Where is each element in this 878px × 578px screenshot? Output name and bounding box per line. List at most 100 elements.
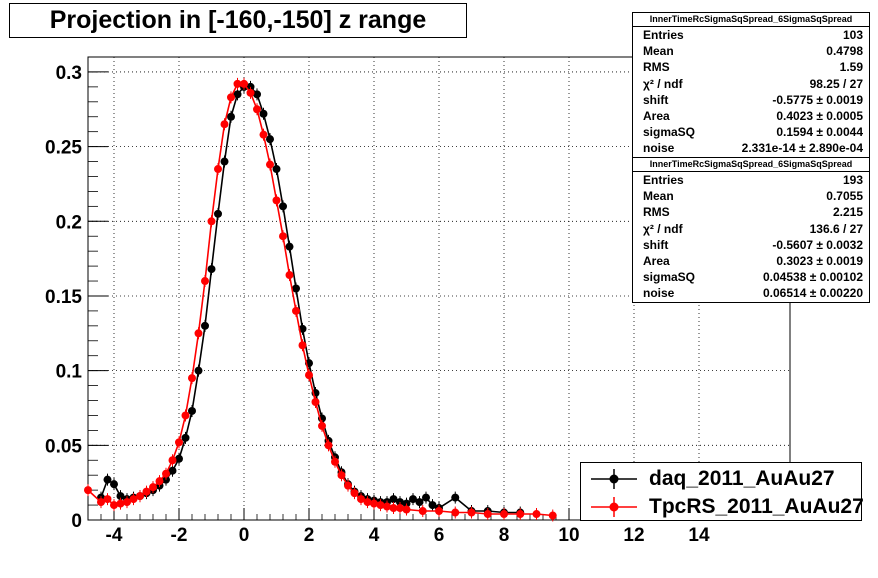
stats-label: sigmaSQ <box>643 270 696 285</box>
axes: -4 -2 0 2 4 6 8 10 12 14 0 0.05 0.1 0.15 0.2 0.25 0.3 <box>45 56 791 546</box>
data-point <box>168 456 177 465</box>
stats-label: shift <box>643 92 669 107</box>
data-point <box>194 329 203 338</box>
stats-value: 2.215 <box>832 205 863 220</box>
data-point <box>84 486 92 495</box>
stats-label: Area <box>643 108 670 123</box>
data-point <box>435 507 443 516</box>
y-tick-label: 0.15 <box>45 287 82 308</box>
stats-row: Entries 193 <box>633 172 869 188</box>
data-point <box>311 398 320 407</box>
data-point <box>201 277 209 286</box>
data-point <box>396 504 404 513</box>
stats-box-daq: InnerTimeRcSigmaSqSpread_6SigmaSqSpread … <box>632 12 870 158</box>
stats-value: 0.4798 <box>826 44 863 59</box>
data-point <box>175 454 183 463</box>
data-point <box>110 480 118 489</box>
data-point <box>116 492 125 501</box>
stats-box-name: InnerTimeRcSigmaSqSpread_6SigmaSqSpread <box>633 158 869 172</box>
x-tick-label: 8 <box>499 525 510 546</box>
data-point <box>467 508 476 517</box>
data-point <box>207 217 216 226</box>
data-point <box>129 495 138 504</box>
data-point <box>344 481 352 490</box>
plot-title: Projection in [-160,-150] z range <box>9 3 467 38</box>
legend-entry-tpcrs: TpcRS_2011_AuAu27 <box>581 493 864 521</box>
data-point <box>103 495 112 504</box>
stats-value: -0.5775 ± 0.0019 <box>772 92 863 107</box>
stats-row: χ² / ndf 136.6 / 27 <box>633 221 869 237</box>
y-tick-label: 0.25 <box>45 138 82 159</box>
stats-value: -0.5607 ± 0.0032 <box>772 237 863 252</box>
x-tick-label: 0 <box>239 525 250 546</box>
data-point <box>350 489 359 498</box>
stats-value: 0.4023 ± 0.0005 <box>776 108 863 123</box>
data-point <box>259 109 268 118</box>
data-point <box>266 160 274 169</box>
data-point <box>188 374 196 383</box>
y-tick-label: 0.1 <box>56 362 83 383</box>
x-tick-label: 6 <box>434 525 445 546</box>
stats-value: 98.25 / 27 <box>809 76 863 91</box>
data-point <box>227 93 235 102</box>
data-point <box>136 492 144 501</box>
stats-rows: Entries 193 Mean 0.7055 RMS 2.215 χ² / ndf 136.… <box>633 172 869 302</box>
data-point <box>188 406 196 415</box>
stats-label: noise <box>643 141 675 156</box>
stats-label: noise <box>643 286 675 301</box>
data-point <box>175 438 183 447</box>
stats-row: RMS 2.215 <box>633 204 869 220</box>
data-point <box>142 487 151 496</box>
data-point <box>227 112 235 121</box>
stats-value: 0.7055 <box>826 189 863 204</box>
stats-row: noise 2.331e-14 ± 2.890e-04 <box>633 140 869 156</box>
stats-label: shift <box>643 237 669 252</box>
stats-row: shift -0.5607 ± 0.0032 <box>633 237 869 253</box>
legend-label: TpcRS_2011_AuAu27 <box>649 495 864 518</box>
data-point <box>233 79 242 88</box>
data-point <box>214 165 222 174</box>
legend-marker-icon <box>591 469 637 489</box>
stats-row: Area 0.4023 ± 0.0005 <box>633 108 869 124</box>
y-tick-label: 0.05 <box>45 436 82 457</box>
data-point <box>253 105 261 114</box>
data-point <box>259 130 268 139</box>
data-point <box>220 157 229 166</box>
stats-box-name: InnerTimeRcSigmaSqSpread_6SigmaSqSpread <box>633 13 869 27</box>
x-tick-label: -4 <box>106 525 123 546</box>
data-point <box>376 501 385 510</box>
data-point <box>149 483 157 492</box>
data-point <box>285 271 294 280</box>
stats-rows: Entries 103 Mean 0.4798 RMS 1.59 χ² / ndf 98.25… <box>633 27 869 157</box>
data-point <box>402 505 411 514</box>
data-point <box>292 284 300 293</box>
data-series <box>84 77 557 522</box>
y-tick-label: 0 <box>71 511 82 532</box>
data-point <box>422 493 430 502</box>
x-tick-label: 12 <box>623 525 644 546</box>
data-point <box>97 498 105 507</box>
data-point <box>428 501 437 510</box>
data-point <box>415 498 424 507</box>
stats-value: 2.331e-14 ± 2.890e-04 <box>741 141 863 156</box>
stats-row: sigmaSQ 0.1594 ± 0.0044 <box>633 124 869 140</box>
data-point <box>214 209 222 218</box>
data-point <box>383 502 391 511</box>
stats-row: Area 0.3023 ± 0.0019 <box>633 253 869 269</box>
data-point <box>194 366 203 375</box>
data-point <box>168 466 177 475</box>
stats-value: 193 <box>842 173 863 187</box>
data-point <box>240 79 248 88</box>
data-point <box>418 507 427 516</box>
data-point <box>451 508 460 517</box>
stats-row: shift -0.5775 ± 0.0019 <box>633 92 869 108</box>
data-point <box>298 341 307 350</box>
legend-entry-daq: daq_2011_AuAu27 <box>581 465 861 493</box>
data-point <box>279 202 287 211</box>
stats-row: Entries 103 <box>633 27 869 43</box>
data-point <box>483 510 492 519</box>
stats-label: χ² / ndf <box>643 76 683 91</box>
data-point <box>103 475 112 484</box>
data-point <box>123 498 131 507</box>
data-point <box>318 421 326 430</box>
